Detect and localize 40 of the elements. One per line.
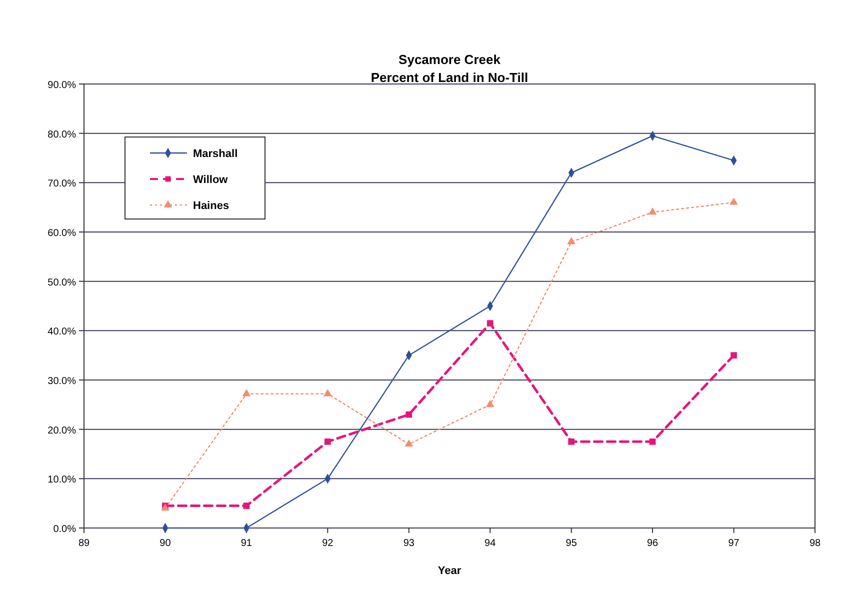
y-tick-label: 50.0% (48, 277, 76, 288)
y-tick-label: 60.0% (48, 228, 76, 239)
point (730, 198, 738, 205)
point (324, 389, 332, 396)
point (730, 352, 737, 358)
chart-title: Sycamore Creek (398, 52, 502, 67)
point (649, 438, 656, 445)
y-tick-label: 0.0% (53, 524, 76, 535)
x-tick-label: 94 (484, 538, 496, 549)
point (406, 411, 412, 418)
legend-label: Haines (193, 200, 230, 212)
x-tick-label: 91 (240, 538, 252, 549)
point (567, 237, 576, 244)
y-tick-label: 10.0% (48, 474, 76, 486)
point (568, 438, 574, 445)
legend-label: Willow (193, 174, 228, 186)
x-tick-label: 90 (160, 538, 172, 549)
y-tick-label: 30.0% (48, 376, 76, 387)
point (324, 438, 331, 445)
y-tick-label: 40.0% (48, 326, 76, 338)
x-tick-label: 96 (646, 538, 659, 549)
point (486, 320, 494, 326)
y-tick-label: 20.0% (48, 425, 76, 436)
legend-label: Marshall (193, 148, 238, 160)
x-axis-title: Year (438, 565, 462, 577)
x-tick-label: 95 (566, 538, 578, 549)
x-tick-label: 93 (403, 538, 415, 549)
point (486, 400, 494, 408)
x-tick-label: 92 (322, 538, 334, 549)
x-tick-label: 97 (728, 538, 740, 549)
point (648, 207, 657, 215)
y-tick-label: 80.0% (48, 129, 76, 140)
chart-subtitle: Percent of Land in No-Till (370, 70, 528, 85)
point (242, 389, 251, 396)
point (404, 439, 414, 447)
y-tick-label: 70.0% (48, 178, 76, 190)
point (243, 502, 250, 509)
x-tick-label: 98 (809, 538, 821, 549)
y-tick-label: 90.0% (48, 80, 76, 91)
x-tick-label: 89 (78, 538, 90, 549)
